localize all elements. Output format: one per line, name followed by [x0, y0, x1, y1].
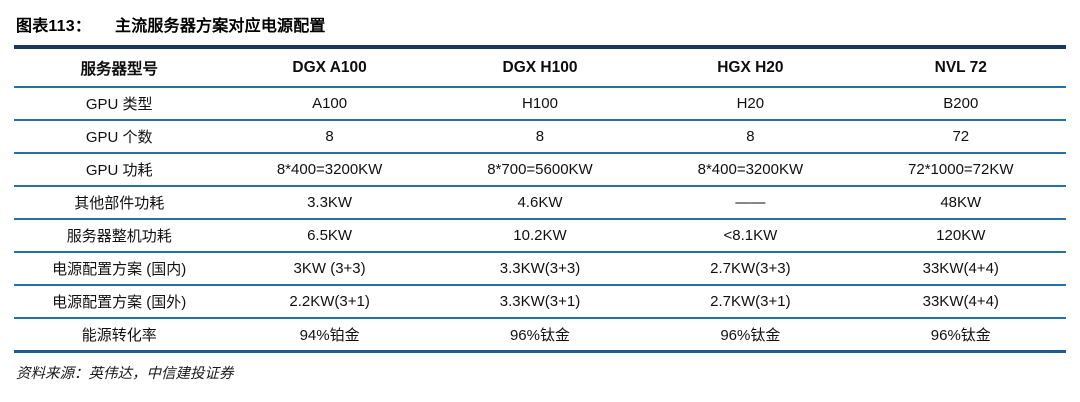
table-cell: A100: [224, 87, 435, 121]
figure-title-text: 主流服务器方案对应电源配置: [115, 18, 326, 35]
column-header: NVL 72: [855, 47, 1066, 88]
table-cell: 4.6KW: [434, 186, 646, 220]
table-cell: 10.2KW: [434, 219, 646, 253]
table-row: 电源配置方案 (国外) 2.2KW(3+1) 3.3KW(3+1) 2.7KW(3+1…: [14, 285, 1066, 319]
table-cell: 94%铂金: [299, 326, 360, 344]
table-row: 服务器整机功耗 6.5KW 10.2KW <8.1KW 120KW: [14, 219, 1066, 253]
row-label: 其他部件功耗: [14, 186, 225, 220]
column-header: DGX A100: [224, 47, 435, 88]
figure-title: 图表113： 主流服务器方案对应电源配置: [14, 8, 1066, 45]
table-cell: 96%钛金: [930, 326, 991, 344]
source-note: 资料来源：英伟达，中信建投证券: [16, 365, 234, 382]
table-cell: 2.2KW(3+1): [224, 285, 435, 319]
table-cell: H100: [434, 87, 646, 121]
table-cell: 3.3KW: [224, 186, 435, 220]
table-cell: 8*400=3200KW: [645, 153, 856, 187]
table-cell: B200: [855, 87, 1066, 121]
table-cell: 8*700=5600KW: [434, 153, 646, 187]
table-cell: H20: [645, 87, 856, 121]
table-cell: <8.1KW: [645, 219, 856, 253]
row-label: 能源转化率: [81, 326, 157, 344]
row-label: 电源配置方案 (国内): [14, 252, 225, 286]
table-cell: 2.7KW(3+1): [645, 285, 856, 319]
row-label: GPU 个数: [14, 120, 225, 154]
table-row: 其他部件功耗 3.3KW 4.6KW —— 48KW: [14, 186, 1066, 220]
table-body: GPU 类型 A100 H100 H20 B200 GPU 个数 8 8 8 72 GPU 功耗 8*…: [14, 87, 1066, 351]
column-header-row-label: 服务器型号: [14, 47, 225, 88]
table-cell: 3.3KW(3+1): [434, 285, 646, 319]
figure-number: 图表113：: [16, 18, 92, 35]
table-cell: 33KW(4+4): [855, 252, 1066, 286]
table-cell: 48KW: [855, 186, 1066, 220]
table-cell: 72: [855, 120, 1066, 154]
table-cell: 3.3KW(3+3): [434, 252, 646, 286]
table-cell: 72*1000=72KW: [855, 153, 1066, 187]
table-cell: 3KW (3+3): [224, 252, 435, 286]
table-cell: 96%钛金: [720, 326, 781, 344]
table-row: GPU 个数 8 8 8 72: [14, 120, 1066, 154]
table-row: GPU 类型 A100 H100 H20 B200: [14, 87, 1066, 121]
table-cell: 2.7KW(3+3): [645, 252, 856, 286]
row-label: 电源配置方案 (国外): [14, 285, 225, 319]
table-row: GPU 功耗 8*400=3200KW 8*700=5600KW 8*400=3200…: [14, 153, 1066, 187]
table-cell: 8: [224, 120, 435, 154]
table-cell: 120KW: [855, 219, 1066, 253]
column-header: DGX H100: [434, 47, 646, 88]
row-label: GPU 类型: [14, 87, 225, 121]
row-label: 服务器整机功耗: [14, 219, 225, 253]
row-label: GPU 功耗: [14, 153, 225, 187]
table-row: 能源转化率 94%铂金 96%钛金 96%钛金 96%钛金: [14, 318, 1066, 351]
table-cell: 6.5KW: [224, 219, 435, 253]
table-cell: ——: [645, 186, 856, 220]
table-cell: 8: [434, 120, 646, 154]
table-header-row: 服务器型号 DGX A100 DGX H100 HGX H20 NVL 72: [14, 47, 1066, 88]
table-row: 电源配置方案 (国内) 3KW (3+3) 3.3KW(3+3) 2.7KW(3+3)…: [14, 252, 1066, 286]
table-cell: 33KW(4+4): [855, 285, 1066, 319]
server-power-table: 服务器型号 DGX A100 DGX H100 HGX H20 NVL 72 GPU 类…: [14, 45, 1066, 353]
figure-container: 图表113： 主流服务器方案对应电源配置 服务器型号 DGX A100 DGX H10…: [14, 8, 1066, 382]
table-cell: 96%钛金: [509, 326, 570, 344]
table-cell: 8*400=3200KW: [224, 153, 435, 187]
table-cell: 8: [645, 120, 856, 154]
column-header: HGX H20: [645, 47, 856, 88]
